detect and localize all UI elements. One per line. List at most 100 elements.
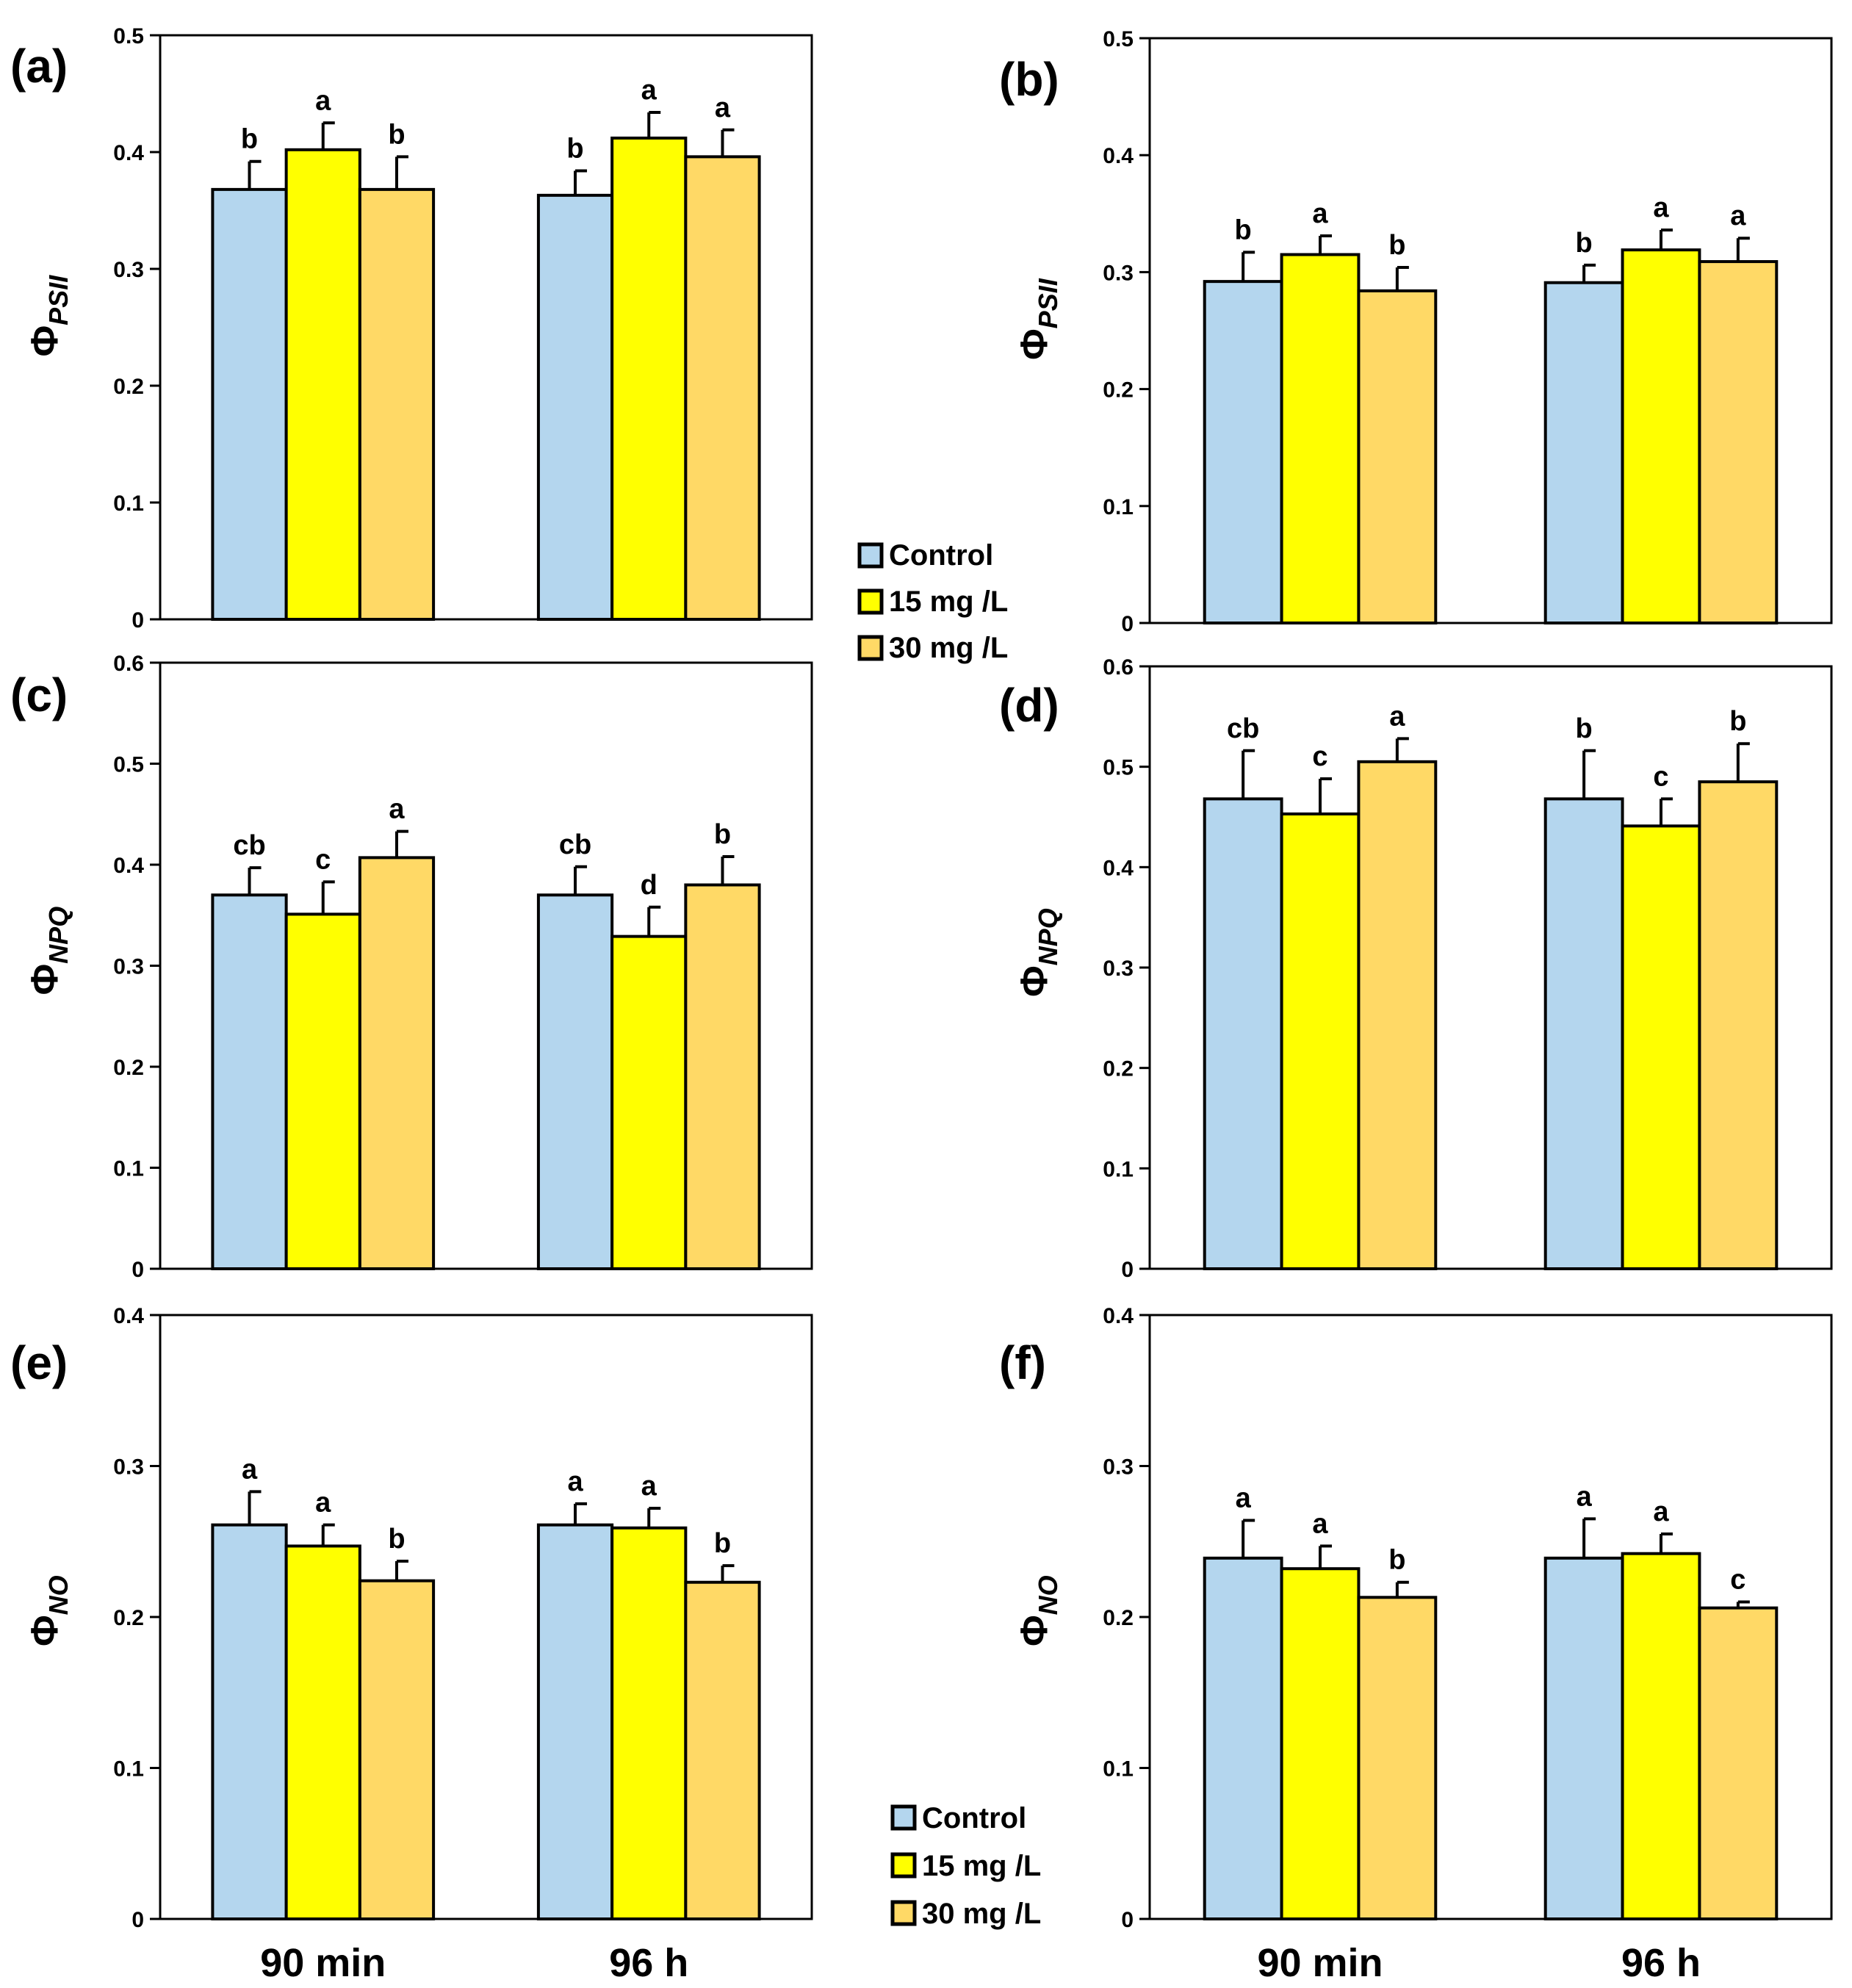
y-axis-label: ΦPSII: [1013, 278, 1063, 360]
y-tick-label: 0.4: [113, 854, 144, 878]
bar: [284, 1544, 361, 1921]
y-tick-label: 0.1: [1103, 1157, 1134, 1181]
y-tick-label: 0.4: [1103, 144, 1134, 168]
bar: [1357, 1596, 1438, 1920]
significance-letter: b: [388, 119, 405, 150]
bar: [211, 187, 288, 621]
significance-letter: a: [315, 85, 331, 116]
x-category-label: 90 min: [1257, 1941, 1383, 1985]
significance-letter: b: [1576, 713, 1593, 744]
significance-letter: a: [715, 93, 731, 123]
bar: [1698, 1606, 1779, 1920]
bar: [1203, 280, 1283, 624]
y-axis-symbol: Φ: [24, 1615, 66, 1646]
bar: [358, 856, 436, 1270]
y-axis-symbol: Φ: [1013, 1615, 1056, 1646]
y-tick-label: 0.1: [113, 491, 144, 516]
y-tick-label: 0.1: [113, 1157, 144, 1181]
y-tick-label: 0.5: [113, 24, 144, 48]
bar: [1621, 824, 1701, 1271]
y-tick-label: 0.3: [113, 955, 144, 979]
y-tick-label: 0.6: [113, 652, 144, 676]
chart-panel: (e) ΦNO 0 0.1 0.2 0.3 0.4 a a b 90 min a a b 96 h: [10, 1304, 813, 1985]
legend-label-30mg: 30 mg /L: [889, 632, 1008, 664]
significance-letter: a: [1389, 701, 1405, 732]
significance-letter: b: [388, 1524, 405, 1555]
legend-label-15mg: 15 mg /L: [922, 1850, 1041, 1882]
significance-letter: a: [641, 75, 657, 106]
legend-label-30mg: 30 mg /L: [922, 1898, 1041, 1930]
legend-label-control: Control: [922, 1802, 1026, 1834]
bar: [536, 893, 614, 1270]
y-axis-subscript: PSII: [43, 275, 73, 325]
panel-label: (c): [10, 669, 68, 721]
significance-letter: c: [1730, 1564, 1745, 1595]
chart-panel: (c) ΦNPQ 0 0.1 0.2 0.3 0.4 0.5 0.6 cb c a cb d b: [10, 652, 813, 1282]
significance-letter: b: [714, 1528, 731, 1559]
y-axis-symbol: Φ: [1013, 965, 1056, 997]
bar: [684, 1580, 761, 1921]
y-axis-label: ΦNPQ: [24, 907, 73, 995]
y-tick-label: 0.4: [113, 1304, 144, 1328]
bar: [1280, 812, 1361, 1270]
significance-letter: b: [566, 133, 583, 164]
y-tick-label: 0: [131, 1258, 144, 1282]
plot-frame: [1148, 1314, 1833, 1920]
plot-frame: [1148, 665, 1833, 1270]
significance-letter: a: [1312, 1508, 1328, 1539]
bar: [684, 883, 761, 1270]
legend-swatch-control: [890, 1804, 917, 1831]
significance-letter: a: [1577, 1481, 1593, 1512]
y-tick-label: 0: [1121, 1908, 1134, 1932]
y-axis-label: ΦNO: [24, 1575, 73, 1646]
plot-frame: [1148, 37, 1833, 624]
significance-letter: a: [1730, 201, 1746, 231]
y-tick-label: 0.3: [1103, 957, 1134, 981]
y-axis-label: ΦNPQ: [1013, 908, 1063, 997]
y-tick-label: 0.3: [113, 1455, 144, 1480]
panel-label: (f): [999, 1336, 1046, 1389]
bar: [211, 1523, 288, 1920]
legend-swatch-30mg: [890, 1900, 917, 1926]
legend-label-15mg: 15 mg /L: [889, 586, 1008, 618]
bar: [1280, 253, 1361, 624]
y-tick-label: 0.1: [1103, 495, 1134, 519]
y-tick-label: 0.3: [1103, 261, 1134, 285]
y-axis-symbol: Φ: [24, 964, 66, 995]
bar: [1621, 1552, 1701, 1920]
significance-letter: d: [641, 870, 657, 901]
y-tick-label: 0.3: [1103, 1455, 1134, 1480]
significance-letter: b: [1729, 706, 1746, 737]
x-category-label: 96 h: [1621, 1941, 1701, 1985]
y-tick-label: 0: [1121, 612, 1134, 636]
y-tick-label: 0.5: [1103, 27, 1134, 51]
y-tick-label: 0: [1121, 1258, 1134, 1282]
bar: [1203, 797, 1283, 1270]
significance-letter: a: [1653, 1497, 1669, 1527]
y-tick-label: 0.2: [113, 375, 144, 399]
y-tick-label: 0.4: [1103, 1304, 1134, 1328]
legend-bottom: Control 15 mg /L 30 mg /L: [890, 1802, 1041, 1930]
significance-letter: a: [1312, 198, 1328, 229]
plot-frame: [159, 661, 813, 1270]
x-category-label: 96 h: [609, 1941, 688, 1985]
bar: [1357, 760, 1438, 1271]
legend-swatch-30mg: [857, 635, 884, 661]
y-tick-label: 0.6: [1103, 655, 1134, 680]
bar: [536, 1523, 614, 1920]
significance-letter: a: [1236, 1483, 1252, 1513]
y-tick-label: 0.2: [1103, 1057, 1134, 1081]
bar: [1543, 281, 1624, 624]
y-tick-label: 0.3: [113, 258, 144, 282]
y-axis-subscript: NPQ: [43, 907, 73, 964]
bar: [610, 1526, 688, 1920]
y-axis-subscript: NO: [43, 1575, 73, 1615]
significance-letter: b: [1576, 228, 1593, 259]
chart-panel: (a) ΦPSII 0 0.1 0.2 0.3 0.4 0.5 b a b b a a: [10, 24, 813, 633]
panel-label: (b): [999, 53, 1059, 106]
bar: [536, 193, 614, 621]
chart-panel: (b) ΦPSII 0 0.1 0.2 0.3 0.4 0.5 b a b b a a: [999, 27, 1833, 636]
y-axis-label: ΦPSII: [24, 275, 73, 357]
